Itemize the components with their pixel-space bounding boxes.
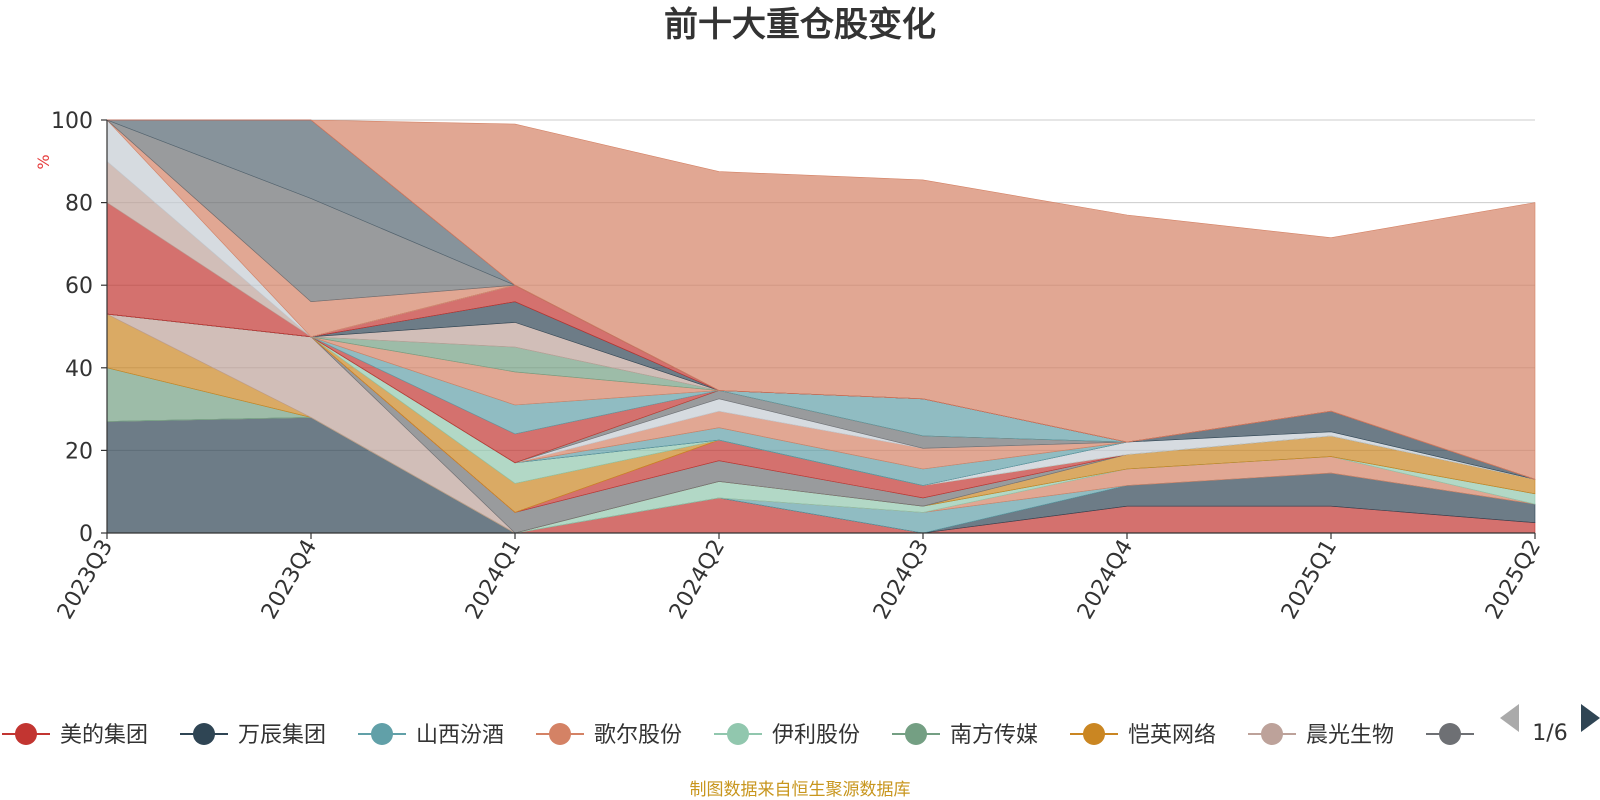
legend-label: 晨光生物 [1306,723,1394,748]
x-tick-label: 2024Q3 [869,536,934,624]
legend-item[interactable]: 南方传媒 [892,723,1038,748]
legend-item[interactable]: 伊利股份 [714,723,860,748]
y-tick-label: 0 [79,522,93,547]
data-source-note: 制图数据来自恒生聚源数据库 [690,780,911,800]
y-tick-label: 100 [51,109,93,134]
legend-pager: 1/6 [1500,704,1600,746]
legend-label: 歌尔股份 [594,723,682,748]
legend-item[interactable]: 晨光生物 [1248,723,1394,748]
legend-item[interactable]: 歌尔股份 [536,723,682,748]
legend-marker-icon [549,723,571,745]
legend-page-indicator: 1/6 [1532,721,1567,746]
legend-item[interactable]: 万辰集团 [180,723,326,748]
legend-marker-icon [1439,723,1461,745]
legend-item-partial[interactable] [1426,723,1474,745]
area-series [106,119,1536,534]
x-tick-label: 2023Q3 [53,536,118,624]
y-tick-label: 80 [65,192,93,217]
legend-marker-icon [1261,723,1283,745]
legend-label: 山西汾酒 [416,723,504,748]
y-tick-label: 20 [65,439,93,464]
legend-marker-icon [15,723,37,745]
legend-item[interactable]: 山西汾酒 [358,723,504,748]
legend-prev-arrow-icon[interactable] [1500,704,1519,732]
legend-label: 恺英网络 [1128,723,1216,748]
x-tick-label: 2024Q2 [665,536,730,624]
legend-marker-icon [905,723,927,745]
legend: 美的集团 万辰集团 山西汾酒 歌尔股份 伊利股份 南方传媒 恺英网络 晨光生物 [2,723,1474,748]
x-tick-label: 2025Q1 [1277,536,1342,624]
x-tick-label: 2024Q4 [1073,536,1138,624]
chart-title: 前十大重仓股变化 [664,5,936,45]
legend-item[interactable]: 恺英网络 [1070,723,1216,748]
legend-marker-icon [727,723,749,745]
legend-label: 美的集团 [60,723,148,748]
legend-label: 南方传媒 [950,723,1038,748]
legend-marker-icon [371,723,393,745]
legend-marker-icon [193,723,215,745]
y-tick-label: 40 [65,357,93,382]
y-axis-unit: % [34,154,53,169]
y-tick-label: 60 [65,274,93,299]
x-tick-label: 2024Q1 [461,536,526,624]
legend-next-arrow-icon[interactable] [1581,704,1600,732]
legend-item[interactable]: 美的集团 [2,723,148,748]
legend-label: 万辰集团 [238,723,326,748]
x-tick-label: 2025Q2 [1481,536,1546,624]
x-tick-label: 2023Q4 [257,536,322,624]
legend-label: 伊利股份 [772,723,860,748]
area-layer-27 [107,119,1536,480]
legend-marker-icon [1083,723,1105,745]
